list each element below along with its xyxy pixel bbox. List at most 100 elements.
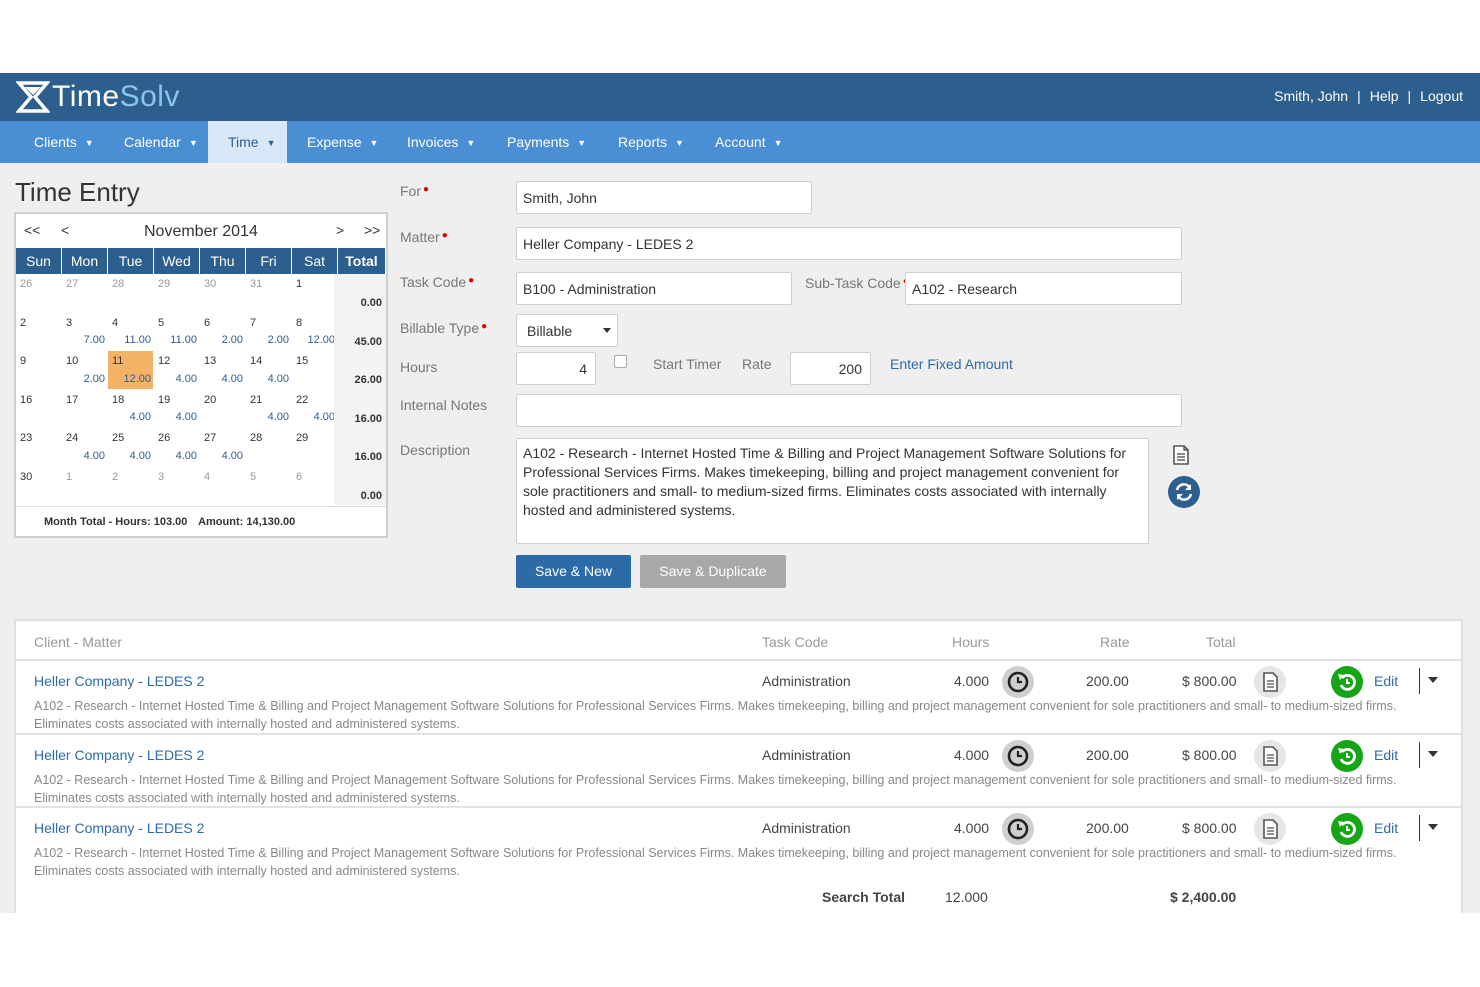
edit-link[interactable]: Edit: [1374, 747, 1398, 763]
calendar-day[interactable]: 22 4.00: [292, 390, 338, 429]
calendar-day[interactable]: 18 4.00: [108, 390, 154, 429]
calendar-day[interactable]: 28: [246, 428, 292, 467]
start-timer-checkbox[interactable]: [614, 355, 627, 368]
calendar-day[interactable]: 4 11.00: [108, 313, 154, 352]
day-number: 23: [20, 432, 32, 444]
calendar-day[interactable]: 1: [292, 274, 338, 313]
caret-down-icon[interactable]: [1428, 824, 1438, 830]
rate-field[interactable]: 200: [790, 352, 871, 385]
refresh-icon[interactable]: [1168, 476, 1200, 508]
calendar-day[interactable]: 5: [246, 467, 292, 506]
save-new-button[interactable]: Save & New: [516, 555, 631, 588]
calendar-day[interactable]: 14 4.00: [246, 351, 292, 390]
document-icon[interactable]: [1254, 666, 1286, 698]
calendar-day[interactable]: 9: [16, 351, 62, 390]
col-header-task-code[interactable]: Task Code: [762, 634, 828, 650]
calendar-day[interactable]: 17: [62, 390, 108, 429]
calendar-day[interactable]: 2: [16, 313, 62, 352]
col-header-total[interactable]: Total: [1206, 634, 1236, 650]
calendar-day[interactable]: 10 2.00: [62, 351, 108, 390]
prev-year-button[interactable]: <<: [24, 222, 40, 238]
next-month-button[interactable]: >: [336, 222, 344, 238]
caret-down-icon[interactable]: [1428, 751, 1438, 757]
col-header-client-matter[interactable]: Client - Matter: [34, 634, 122, 650]
internal-notes-field[interactable]: [516, 394, 1182, 427]
calendar-day[interactable]: 7 2.00: [246, 313, 292, 352]
calendar-day[interactable]: 16: [16, 390, 62, 429]
nav-reports[interactable]: Reports ▼: [618, 121, 684, 163]
timesolv-logo[interactable]: TimeSolv: [16, 79, 180, 115]
calendar-day[interactable]: 15: [292, 351, 338, 390]
task-code-field[interactable]: B100 - Administration: [516, 272, 792, 305]
calendar-day-selected[interactable]: 11 12.00: [108, 351, 154, 390]
calendar-day[interactable]: 30: [200, 274, 246, 313]
help-link[interactable]: Help: [1370, 88, 1399, 104]
calendar-day[interactable]: 6 2.00: [200, 313, 246, 352]
client-matter-link[interactable]: Heller Company - LEDES 2: [34, 747, 204, 763]
calendar-day[interactable]: 28: [108, 274, 154, 313]
for-field[interactable]: Smith, John: [516, 181, 812, 214]
document-icon[interactable]: [1172, 445, 1190, 465]
enter-fixed-amount-link[interactable]: Enter Fixed Amount: [890, 356, 1013, 372]
user-name-link[interactable]: Smith, John: [1274, 88, 1348, 104]
document-icon[interactable]: [1254, 740, 1286, 772]
logout-link[interactable]: Logout: [1420, 88, 1463, 104]
calendar-day[interactable]: 29: [292, 428, 338, 467]
calendar-day[interactable]: 8 12.00: [292, 313, 338, 352]
nav-time[interactable]: Time ▼: [208, 121, 287, 163]
client-matter-link[interactable]: Heller Company - LEDES 2: [34, 820, 204, 836]
nav-invoices[interactable]: Invoices ▼: [407, 121, 475, 163]
calendar-day[interactable]: 23: [16, 428, 62, 467]
document-icon[interactable]: [1254, 813, 1286, 845]
col-header-rate[interactable]: Rate: [1100, 634, 1130, 650]
nav-clients[interactable]: Clients ▼: [34, 121, 94, 163]
calendar-day[interactable]: 1: [62, 467, 108, 506]
calendar-day[interactable]: 27: [62, 274, 108, 313]
clock-icon[interactable]: [1002, 740, 1034, 772]
client-matter-link[interactable]: Heller Company - LEDES 2: [34, 673, 204, 689]
description-textarea[interactable]: A102 - Research - Internet Hosted Time &…: [516, 438, 1149, 544]
calendar-day[interactable]: 26 4.00: [154, 428, 200, 467]
calendar-day[interactable]: 12 4.00: [154, 351, 200, 390]
caret-down-icon[interactable]: [1428, 677, 1438, 683]
subtask-code-field[interactable]: A102 - Research: [905, 272, 1182, 305]
table-row[interactable]: Heller Company - LEDES 2 Administration 4.…: [16, 659, 1461, 732]
calendar-day[interactable]: 13 4.00: [200, 351, 246, 390]
table-row[interactable]: Heller Company - LEDES 2 Administration 4.…: [16, 806, 1461, 879]
nav-account[interactable]: Account ▼: [715, 121, 783, 163]
billable-type-select[interactable]: Billable: [516, 314, 618, 347]
edit-link[interactable]: Edit: [1374, 820, 1398, 836]
table-row[interactable]: Heller Company - LEDES 2 Administration 4.…: [16, 733, 1461, 806]
calendar-day[interactable]: 24 4.00: [62, 428, 108, 467]
undo-icon[interactable]: [1331, 740, 1363, 772]
calendar-day[interactable]: 3: [154, 467, 200, 506]
calendar-day[interactable]: 30: [16, 467, 62, 506]
calendar-day[interactable]: 2: [108, 467, 154, 506]
calendar-day[interactable]: 26: [16, 274, 62, 313]
calendar-day[interactable]: 6: [292, 467, 338, 506]
nav-payments[interactable]: Payments ▼: [507, 121, 586, 163]
calendar-day[interactable]: 21 4.00: [246, 390, 292, 429]
calendar-day[interactable]: 25 4.00: [108, 428, 154, 467]
hours-field[interactable]: 4: [516, 352, 596, 385]
next-year-button[interactable]: >>: [364, 222, 380, 238]
undo-icon[interactable]: [1331, 813, 1363, 845]
calendar-day[interactable]: 4: [200, 467, 246, 506]
col-header-hours[interactable]: Hours: [952, 634, 989, 650]
clock-icon[interactable]: [1002, 813, 1034, 845]
calendar-day[interactable]: 29: [154, 274, 200, 313]
prev-month-button[interactable]: <: [61, 222, 69, 238]
calendar-day[interactable]: 19 4.00: [154, 390, 200, 429]
nav-expense[interactable]: Expense ▼: [307, 121, 378, 163]
nav-calendar[interactable]: Calendar ▼: [124, 121, 198, 163]
save-duplicate-button[interactable]: Save & Duplicate: [640, 555, 786, 588]
clock-icon[interactable]: [1002, 666, 1034, 698]
calendar-day[interactable]: 31: [246, 274, 292, 313]
matter-field[interactable]: Heller Company - LEDES 2: [516, 227, 1182, 260]
calendar-day[interactable]: 5 11.00: [154, 313, 200, 352]
edit-link[interactable]: Edit: [1374, 673, 1398, 689]
calendar-day[interactable]: 27 4.00: [200, 428, 246, 467]
undo-icon[interactable]: [1331, 666, 1363, 698]
calendar-day[interactable]: 3 7.00: [62, 313, 108, 352]
calendar-day[interactable]: 20: [200, 390, 246, 429]
